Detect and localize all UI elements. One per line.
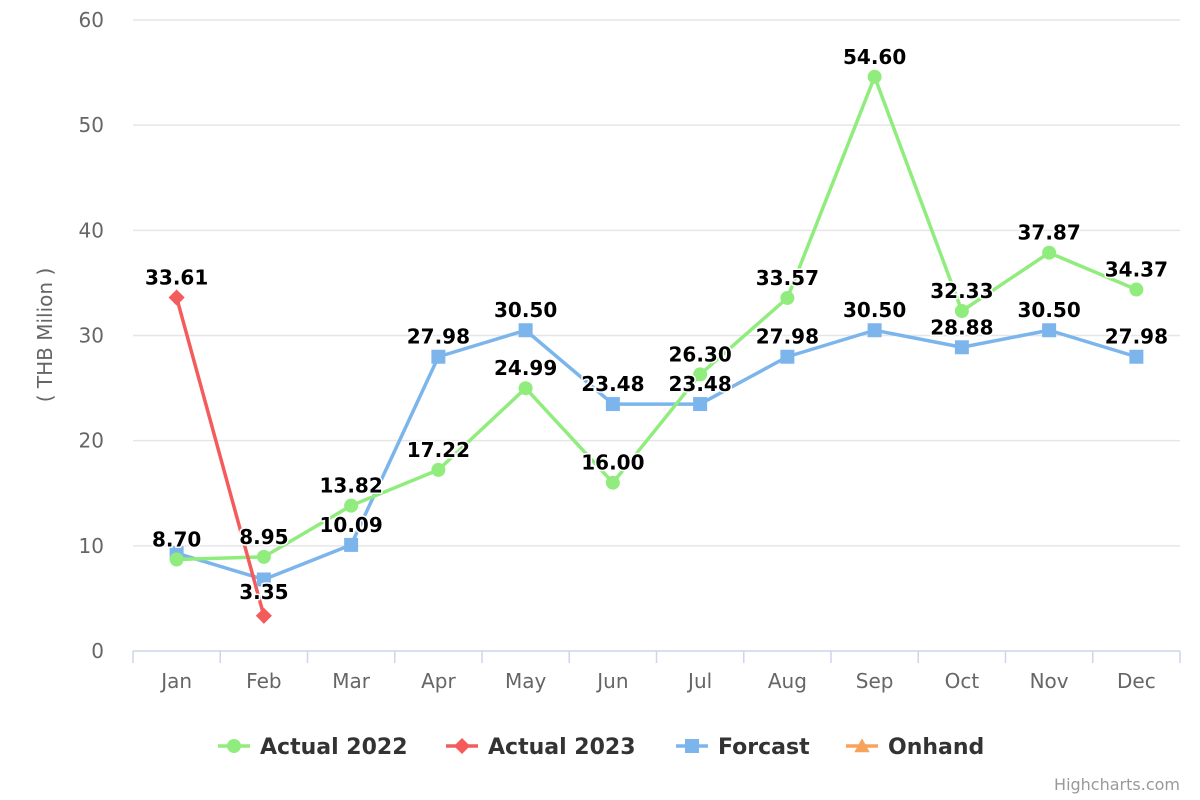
point-forcast[interactable] xyxy=(693,397,708,412)
x-tick-label: Sep xyxy=(856,669,894,693)
data-label: 23.48 xyxy=(581,372,644,396)
data-label: 17.22 xyxy=(407,438,470,462)
legend-marker-icon xyxy=(227,739,241,753)
x-tick-label: Aug xyxy=(768,669,807,693)
data-label: 3.35 xyxy=(239,580,288,604)
legend-label: Actual 2023 xyxy=(488,735,636,760)
x-tick-label: Dec xyxy=(1117,669,1156,693)
x-tick-label: Jun xyxy=(595,669,628,693)
point-actual-2022[interactable] xyxy=(780,290,795,305)
data-label: 24.99 xyxy=(494,356,557,380)
point-actual-2022[interactable] xyxy=(605,475,620,490)
data-label: 30.50 xyxy=(843,298,906,322)
point-forcast[interactable] xyxy=(344,537,359,552)
data-label: 33.57 xyxy=(756,266,819,290)
point-actual-2022[interactable] xyxy=(954,303,969,318)
series-group xyxy=(174,75,1139,618)
series-line-actual-2023 xyxy=(174,295,266,618)
legend-marker-icon xyxy=(685,739,699,753)
legend-label: Forcast xyxy=(718,735,810,760)
data-label: 34.37 xyxy=(1105,258,1168,282)
legend: Actual 2022 Actual 2023 Forcast Onhand xyxy=(218,735,984,760)
y-tick-label: 60 xyxy=(79,8,104,32)
legend-marker-icon xyxy=(453,737,471,755)
point-actual-2022[interactable] xyxy=(169,552,184,567)
point-forcast[interactable] xyxy=(256,572,271,587)
data-label: 13.82 xyxy=(319,474,382,498)
point-actual-2022[interactable] xyxy=(344,498,359,513)
data-label: 28.88 xyxy=(930,315,993,339)
data-label: 30.50 xyxy=(1017,298,1080,322)
data-label: 32.33 xyxy=(930,279,993,303)
point-actual-2022[interactable] xyxy=(518,381,533,396)
x-tick-label: Mar xyxy=(332,669,371,693)
legend-item-forcast[interactable]: Forcast xyxy=(676,735,810,760)
point-forcast[interactable] xyxy=(518,323,533,338)
point-actual-2022[interactable] xyxy=(867,69,882,84)
credits[interactable]: Highcharts.com xyxy=(1054,775,1180,794)
data-label: 26.30 xyxy=(668,342,731,366)
x-tick-label: Feb xyxy=(246,669,281,693)
x-tick-label: Jul xyxy=(686,669,712,693)
data-labels: 8.70 8.95 13.82 17.22 24.99 16.00 26.30 33.57 54… xyxy=(143,43,1169,605)
y-tick-label: 30 xyxy=(79,324,104,348)
x-axis: Jan Feb Mar Apr May Jun Jul Aug Sep Oct Nov Dec xyxy=(132,650,1181,693)
data-label: 8.70 xyxy=(152,528,201,552)
data-label: 37.87 xyxy=(1017,221,1080,245)
data-label: 27.98 xyxy=(407,325,470,349)
legend-item-actual-2023[interactable]: Actual 2023 xyxy=(446,735,636,760)
data-label: 27.98 xyxy=(756,325,819,349)
point-actual-2022[interactable] xyxy=(256,549,271,564)
y-tick-label: 20 xyxy=(79,429,104,453)
y-axis-ticks: 0 10 20 30 40 50 60 xyxy=(79,8,104,663)
point-actual-2022[interactable] xyxy=(693,367,708,382)
data-label: 54.60 xyxy=(843,45,906,69)
markers-group xyxy=(168,69,1144,624)
y-tick-label: 50 xyxy=(79,113,104,137)
point-forcast[interactable] xyxy=(431,349,446,364)
x-tick-label: May xyxy=(505,669,547,693)
point-forcast[interactable] xyxy=(605,397,620,412)
data-label: 16.00 xyxy=(581,451,644,475)
x-tick-label: Nov xyxy=(1030,669,1069,693)
point-forcast[interactable] xyxy=(1042,323,1057,338)
series-line-actual-2022 xyxy=(174,75,1139,562)
point-actual-2023[interactable] xyxy=(168,289,185,306)
legend-item-actual-2022[interactable]: Actual 2022 xyxy=(218,735,408,760)
legend-label: Onhand xyxy=(888,735,984,760)
data-label: 10.09 xyxy=(319,513,382,537)
legend-label: Actual 2022 xyxy=(260,735,408,760)
point-actual-2022[interactable] xyxy=(431,462,446,477)
data-label: 30.50 xyxy=(494,298,557,322)
data-label: 33.61 xyxy=(145,266,208,290)
point-actual-2022[interactable] xyxy=(1129,282,1144,297)
series-line-forcast xyxy=(174,328,1139,582)
y-tick-label: 0 xyxy=(91,639,104,663)
data-label: 27.98 xyxy=(1105,325,1168,349)
y-tick-label: 40 xyxy=(79,218,104,242)
x-tick-label: Jan xyxy=(159,669,192,693)
grid-lines xyxy=(133,19,1180,547)
point-actual-2023[interactable] xyxy=(255,607,272,624)
x-tick-label: Apr xyxy=(421,669,456,693)
y-tick-label: 10 xyxy=(79,534,104,558)
point-forcast[interactable] xyxy=(780,349,795,364)
data-label: 23.48 xyxy=(668,372,731,396)
x-tick-label: Oct xyxy=(945,669,980,693)
point-forcast[interactable] xyxy=(954,340,969,355)
point-forcast[interactable] xyxy=(1129,349,1144,364)
point-actual-2022[interactable] xyxy=(1042,245,1057,260)
legend-marker-icon xyxy=(854,738,870,753)
point-forcast[interactable] xyxy=(867,323,882,338)
y-axis-label: ( THB Milion ) xyxy=(33,268,57,403)
legend-item-onhand[interactable]: Onhand xyxy=(846,735,984,760)
data-label: 8.95 xyxy=(239,525,288,549)
